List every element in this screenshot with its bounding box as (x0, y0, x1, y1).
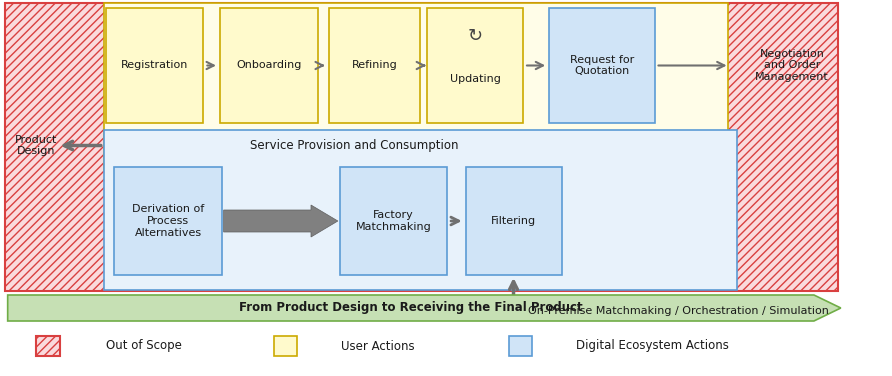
Bar (427, 8, 523, 123)
Bar (103, 3, 728, 170)
Bar (219, 8, 318, 123)
Text: ↻: ↻ (467, 27, 483, 45)
Bar (37, 336, 60, 356)
Polygon shape (224, 205, 338, 237)
Text: Filtering: Filtering (491, 216, 536, 226)
Bar (549, 8, 655, 123)
Bar (466, 167, 561, 275)
Text: Negotiation
and Order
Management: Negotiation and Order Management (755, 49, 829, 82)
Bar (114, 167, 222, 275)
Bar (340, 167, 447, 275)
Bar (4, 3, 838, 291)
Text: Refining: Refining (351, 61, 397, 71)
Text: From Product Design to Receiving the Final Product: From Product Design to Receiving the Fin… (239, 302, 582, 314)
Bar (274, 336, 296, 356)
Text: Product
Design: Product Design (15, 135, 58, 156)
Text: Updating: Updating (450, 74, 500, 84)
Text: On-Premise Matchmaking / Orchestration / Simulation: On-Premise Matchmaking / Orchestration /… (528, 306, 829, 316)
Text: Digital Ecosystem Actions: Digital Ecosystem Actions (576, 340, 729, 353)
Polygon shape (8, 295, 841, 321)
Text: Registration: Registration (120, 61, 188, 71)
Text: Request for
Quotation: Request for Quotation (570, 55, 634, 76)
Bar (105, 8, 203, 123)
Text: Factory
Matchmaking: Factory Matchmaking (356, 210, 432, 232)
Text: User Actions: User Actions (341, 340, 415, 353)
Text: Service Provision and Consumption: Service Provision and Consumption (250, 139, 458, 152)
Text: Derivation of
Process
Alternatives: Derivation of Process Alternatives (132, 205, 204, 238)
Bar (103, 130, 737, 290)
Text: Out of Scope: Out of Scope (105, 340, 181, 353)
Bar (329, 8, 420, 123)
Bar (508, 336, 532, 356)
Text: Onboarding: Onboarding (236, 61, 301, 71)
